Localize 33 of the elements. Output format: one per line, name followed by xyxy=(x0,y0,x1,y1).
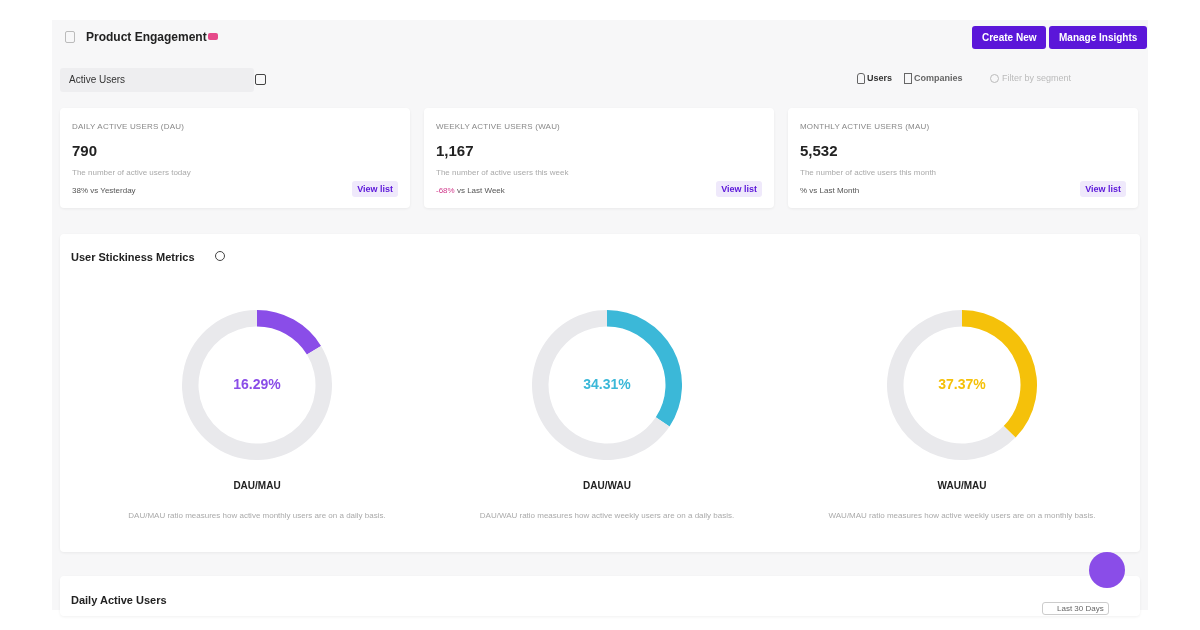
data-label: 16.29% xyxy=(233,375,282,392)
text: Users xyxy=(867,73,893,83)
text: 5,532 xyxy=(800,142,838,159)
text: WAU/MAU xyxy=(936,480,988,491)
text: Active Users xyxy=(60,68,254,92)
text: DAU/MAU ratio measures how active monthly users are on a daily basis. xyxy=(127,511,387,520)
text: Product Engagement xyxy=(86,30,207,44)
text: View list xyxy=(1080,181,1126,197)
text: DAU/MAU xyxy=(232,480,282,491)
text: The number of active users this month xyxy=(800,168,937,177)
text: WAU/MAU ratio measures how active weekly users are on a monthly basis. xyxy=(827,511,1097,520)
text: DAU/WAU xyxy=(582,480,632,491)
text: % vs Last Month xyxy=(800,186,860,195)
text: -68% vs Last Week xyxy=(436,186,505,195)
text: DAILY ACTIVE USERS (DAU) xyxy=(72,122,185,131)
text: The number of active users this week xyxy=(436,168,569,177)
text: WEEKLY ACTIVE USERS (WAU) xyxy=(436,122,560,131)
text: Create New xyxy=(972,26,1047,49)
text: User Stickiness Metrics xyxy=(71,251,195,263)
text: DAU/WAU ratio measures how active weekly users are on a daily basis. xyxy=(478,511,736,520)
data-label: 34.31% xyxy=(583,375,632,392)
text: MONTHLY ACTIVE USERS (MAU) xyxy=(800,122,930,131)
text: Daily Active Users xyxy=(71,594,167,606)
text: 790 xyxy=(72,142,98,159)
data-label: 37.37% xyxy=(938,375,987,392)
text: View list xyxy=(352,181,398,197)
text: Last 30 Days xyxy=(1042,602,1109,615)
text: View list xyxy=(716,181,762,197)
text: The number of active users today xyxy=(72,168,191,177)
text: 38% vs Yesterday xyxy=(72,186,136,195)
text: 1,167 xyxy=(436,142,474,159)
text: Manage Insights xyxy=(1049,26,1148,49)
text: Companies xyxy=(914,73,963,83)
